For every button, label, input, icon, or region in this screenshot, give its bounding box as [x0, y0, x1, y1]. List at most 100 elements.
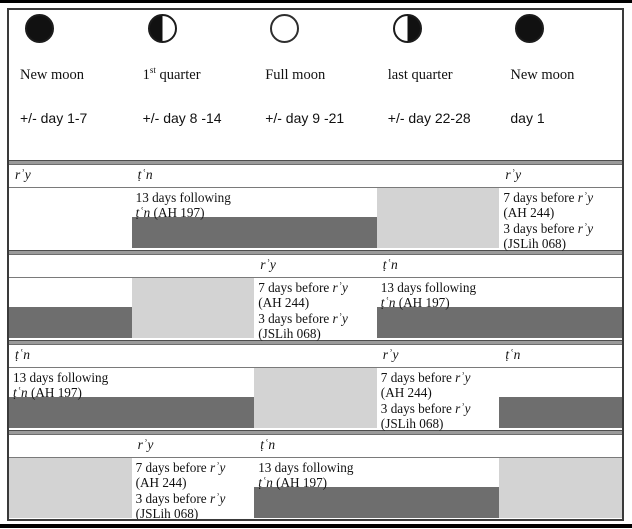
attestation-ref: (AH 197)	[27, 385, 82, 401]
term-label-tn: ṭʿn	[382, 257, 398, 272]
term-label-ry: rʾy	[137, 437, 154, 452]
band-row-3: ṭʿn rʾy ṭʿn 13 days following ṭʿn (AH 197) 7 …	[9, 345, 622, 431]
attestation-line: 13 days following	[13, 370, 109, 385]
attestation-line: 3 days before rʾy	[136, 491, 252, 506]
attestation-line: 3 days before rʾy	[503, 221, 619, 236]
term-tn: ṭʿn	[380, 295, 396, 311]
attestation-text: 3 days before	[135, 490, 210, 506]
phase-days: +/- day 9 -21	[265, 109, 345, 126]
attestation-line: ṭʿn (AH 197)	[381, 295, 619, 310]
band-row-2: rʾy ṭʿn 7 days before rʾy (AH 244) 3 days be…	[9, 255, 622, 341]
term-label-ry: rʾy	[260, 257, 276, 272]
term-label-tn: ṭʿn	[137, 167, 153, 182]
attestation-text: 7 days before	[258, 280, 333, 295]
term-ry: rʾy	[455, 400, 471, 416]
phase-label-text: last quarter	[387, 66, 453, 83]
attestation-line: ṭʿn (AH 197)	[13, 385, 251, 400]
band-header: ṭʿn rʾy ṭʿn	[9, 345, 622, 368]
moon-phase-column: last quarter +/- day 22-28	[377, 10, 500, 160]
band-content: 13 days following ṭʿn (AH 197) 7 days befo…	[9, 188, 622, 251]
moon-phase-column: Full moon +/- day 9 -21	[254, 10, 377, 160]
attestation-ref: (AH 197)	[395, 295, 450, 311]
term-tn: ṭʿn	[258, 475, 273, 491]
attestation-text: 7 days before	[135, 460, 210, 475]
phase-days: +/- day 22-28	[387, 109, 471, 126]
first-quarter-moon-icon	[147, 14, 177, 43]
band-content: 7 days before rʾy (AH 244) 3 days before r…	[9, 458, 622, 519]
phase-label-sup: st	[149, 65, 156, 75]
lunar-month-figure: New moon +/- day 1-7 1st quarter +/- day 8 …	[7, 8, 624, 521]
attestation-ref: (AH 244)	[380, 385, 432, 401]
term-label-ry: rʾy	[382, 347, 399, 362]
attestation-line: 13 days following	[258, 460, 354, 475]
term-label-tn: ṭʿn	[15, 347, 30, 362]
phase-label-text: New moon	[510, 66, 575, 83]
term-ry: rʾy	[209, 460, 226, 475]
attestation-text: 3 days before	[503, 220, 578, 236]
dark-gray-bar	[9, 397, 255, 428]
attestation-following: 13 days following ṭʿn (AH 197)	[377, 278, 622, 311]
attestation-line: 7 days before rʾy	[381, 370, 497, 385]
attestation-line: ṭʿn (AH 197)	[136, 205, 374, 220]
light-gray-block	[376, 188, 500, 248]
term-label-ry: rʾy	[15, 167, 31, 182]
band-separator	[9, 250, 622, 255]
light-gray-block	[499, 458, 622, 518]
term-tn: ṭʿn	[13, 385, 28, 401]
attestation-line: 7 days before rʾy	[136, 460, 252, 475]
band-separator	[9, 430, 622, 435]
attestation-before: 7 days before rʾy (AH 244) 3 days before r…	[132, 458, 255, 521]
band-row-1: rʾy ṭʿn rʾy 13 days following ṭʿn (AH 197) 7 …	[9, 165, 622, 251]
phase-label: New moon	[20, 65, 130, 84]
light-gray-block	[9, 458, 132, 518]
dark-gray-bar	[499, 397, 622, 428]
top-rule	[0, 0, 632, 3]
light-gray-block	[254, 368, 377, 428]
attestation-following: 13 days following ṭʿn (AH 197)	[254, 458, 499, 491]
attestation-ref: (JSLih 068)	[135, 505, 199, 521]
phase-label: 1st quarter	[143, 65, 253, 84]
dark-gray-bar	[254, 487, 500, 518]
timeline-bands: rʾy ṭʿn rʾy 13 days following ṭʿn (AH 197) 7 …	[9, 160, 622, 519]
term-ry: rʾy	[209, 490, 226, 506]
attestation-before: 7 days before rʾy (AH 244) 3 days before r…	[499, 188, 622, 251]
full-moon-icon	[270, 14, 300, 43]
attestation-line: 7 days before rʾy	[258, 280, 374, 295]
attestation-before: 7 days before rʾy (AH 244) 3 days before r…	[377, 368, 500, 431]
moon-phase-column: New moon day 1	[499, 10, 622, 160]
attestation-ref: (AH 244)	[503, 205, 555, 221]
attestation-ref: (AH 244)	[135, 475, 187, 491]
band-row-4: rʾy ṭʿn 7 days before rʾy (AH 244) 3 days be…	[9, 435, 622, 519]
band-separator	[9, 160, 622, 165]
phase-label-text: quarter	[155, 66, 201, 83]
phase-label: last quarter	[388, 65, 498, 84]
attestation-line: 7 days before rʾy	[503, 190, 619, 205]
moon-phase-row: New moon +/- day 1-7 1st quarter +/- day 8 …	[9, 10, 622, 160]
attestation-ref: (AH 244)	[258, 295, 310, 311]
attestation-before: 7 days before rʾy (AH 244) 3 days before r…	[254, 278, 377, 341]
term-label-tn: ṭʿn	[505, 347, 521, 362]
new-moon-icon	[25, 14, 54, 43]
attestation-ref: (AH 197)	[150, 205, 205, 221]
attestation-text: 7 days before	[503, 190, 578, 205]
term-label-tn: ṭʿn	[260, 437, 276, 452]
term-tn: ṭʿn	[135, 205, 151, 221]
attestation-line: 13 days following	[380, 280, 477, 295]
attestation-ref: (JSLih 068)	[258, 325, 321, 341]
band-content: 7 days before rʾy (AH 244) 3 days before r…	[9, 278, 622, 341]
bottom-rule	[0, 524, 632, 528]
last-quarter-moon-icon	[392, 14, 422, 43]
attestation-line: ṭʿn (AH 197)	[258, 475, 496, 490]
attestation-line: 3 days before rʾy	[258, 311, 374, 326]
moon-phase-column: 1st quarter +/- day 8 -14	[132, 10, 255, 160]
attestation-text: 3 days before	[380, 400, 456, 416]
moon-phase-column: New moon +/- day 1-7	[9, 10, 132, 160]
attestation-following: 13 days following ṭʿn (AH 197)	[9, 368, 254, 401]
attestation-following: 13 days following ṭʿn (AH 197)	[132, 188, 377, 221]
phase-days: day 1	[510, 109, 545, 126]
light-gray-block	[131, 278, 255, 338]
term-ry: rʾy	[332, 310, 348, 326]
term-ry: rʾy	[332, 280, 348, 295]
attestation-line: 13 days following	[135, 190, 231, 205]
